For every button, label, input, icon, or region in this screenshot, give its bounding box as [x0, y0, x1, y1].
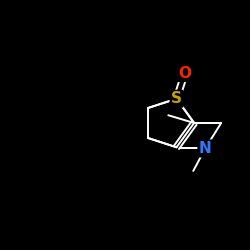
- Text: N: N: [199, 141, 212, 156]
- Text: S: S: [171, 91, 182, 106]
- Text: O: O: [178, 66, 192, 80]
